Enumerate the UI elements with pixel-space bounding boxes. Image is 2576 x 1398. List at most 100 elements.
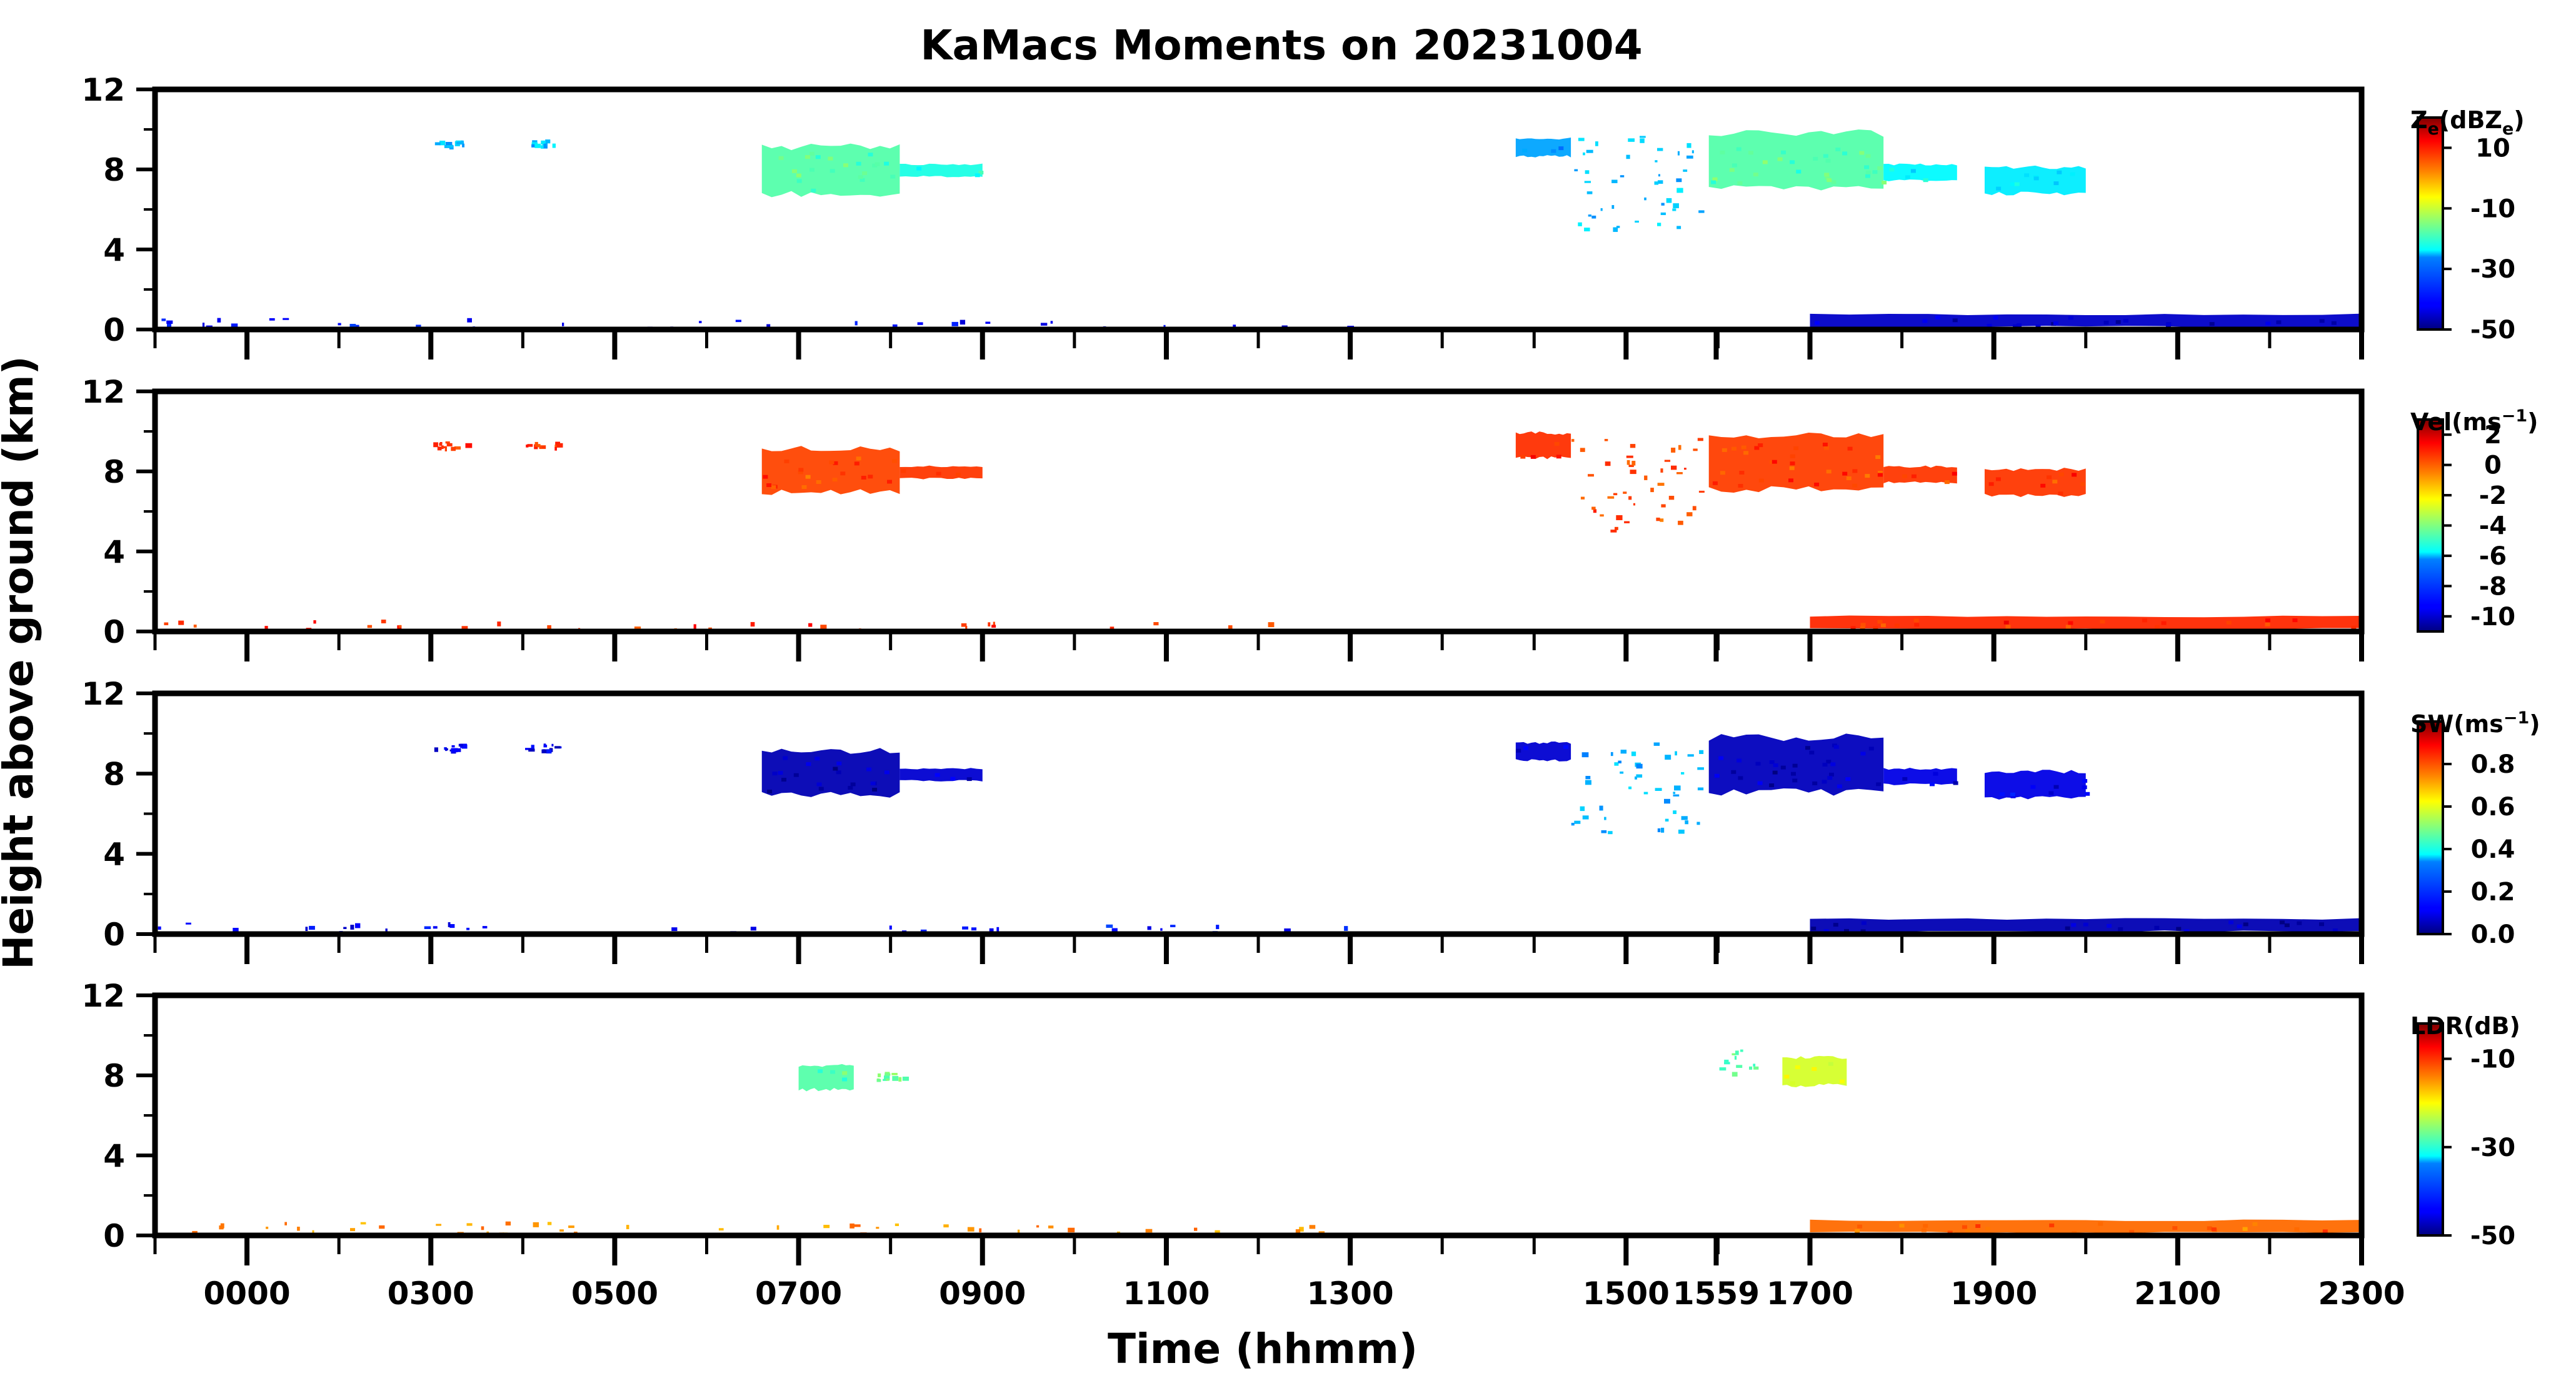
- panel-ldr: 0 4 8 12 0000 0300 0500 0700 0900 1100 1300 1500 155…: [81, 978, 2520, 1312]
- colorbar-tick-label: -50: [2470, 1222, 2515, 1250]
- y-tick-label: 8: [103, 1058, 125, 1094]
- echo-feature: [1708, 733, 1884, 796]
- echo-feature: [1574, 136, 1705, 232]
- echo-feature: [1984, 468, 2086, 497]
- echo-feature: [798, 1064, 854, 1092]
- x-tick-label: 0700: [755, 1275, 842, 1312]
- colorbar-tick-label: -10: [2470, 1045, 2515, 1074]
- echo-feature: [1708, 432, 1884, 493]
- echo-feature: [433, 441, 473, 451]
- y-tick-label: 12: [81, 374, 125, 410]
- echo-feature: [1984, 165, 2086, 196]
- colorbar-tick-label: -2: [2479, 481, 2507, 510]
- y-tick-label: 4: [103, 837, 125, 873]
- echo-feature: [1515, 742, 1571, 762]
- echo-feature: [900, 163, 984, 178]
- colorbar-tick-label: -30: [2470, 255, 2515, 284]
- colorbar-label: Vel(ms−1): [2410, 406, 2538, 436]
- y-tick-label: 0: [103, 312, 125, 348]
- x-tick-label: 0300: [388, 1275, 474, 1312]
- echo-feature: [761, 748, 900, 798]
- y-tick-label: 12: [81, 676, 125, 712]
- colorbar-label: LDR(dB): [2410, 1012, 2520, 1040]
- echo-feature: [1719, 1049, 1759, 1077]
- x-tick-label: 1100: [1123, 1275, 1210, 1312]
- y-tick-label: 4: [103, 1138, 125, 1174]
- echo-feature: [761, 446, 900, 495]
- panels: 0481210-10-30-50Ze(dBZe)0481220-2-4-6-8-…: [81, 72, 2540, 1312]
- echo-feature: [525, 743, 562, 754]
- colorbar: [2417, 720, 2444, 935]
- plot-frame: [152, 388, 2365, 635]
- echo-feature: [434, 743, 468, 754]
- y-tick-label: 0: [103, 614, 125, 650]
- x-tick-label: 1700: [1767, 1275, 1853, 1312]
- x-tick-label: 1500: [1583, 1275, 1670, 1312]
- plot-frame: [152, 86, 2365, 333]
- y-tick-label: 0: [103, 917, 125, 953]
- colorbar-label: Ze(dBZe): [2410, 106, 2525, 139]
- echo-feature: [1810, 918, 2362, 933]
- colorbar-tick-label: -6: [2479, 542, 2507, 571]
- colorbar-label: SW(ms−1): [2410, 708, 2540, 738]
- echo-feature: [1708, 129, 1887, 191]
- echo-feature: [1883, 767, 1958, 787]
- echo-feature: [1515, 431, 1571, 460]
- colorbar-tick-label: 0.6: [2471, 793, 2515, 822]
- echo-feature: [1571, 438, 1705, 533]
- echo-feature: [1810, 1219, 2362, 1235]
- colorbar: [2417, 116, 2444, 331]
- colorbar-tick-label: -50: [2470, 316, 2515, 344]
- colorbar-tick-label: 0.4: [2471, 835, 2515, 864]
- colorbar-tick-label: -4: [2479, 512, 2507, 541]
- colorbar-tick-label: 10: [2475, 134, 2510, 163]
- panel-sw: 0 4 8 12 0.8 0.6 0.4 0.2 0.0 SW(ms−1): [81, 676, 2540, 964]
- echo-feature: [1883, 465, 1957, 485]
- colorbar-tick-label: 0.0: [2471, 920, 2515, 949]
- echo-feature: [1883, 163, 1957, 183]
- y-tick-label: 0: [103, 1218, 125, 1254]
- echo-feature: [1571, 742, 1704, 835]
- plot-frame: [152, 690, 2365, 937]
- x-tick-label: 0900: [939, 1275, 1026, 1312]
- x-tick-label: 2100: [2134, 1275, 2221, 1312]
- y-tick-label: 8: [103, 454, 125, 490]
- colorbar-tick-label: -10: [2470, 194, 2515, 223]
- echo-feature: [1782, 1055, 1847, 1088]
- echo-feature: [900, 465, 983, 480]
- y-tick-label: 12: [81, 72, 125, 108]
- colorbar-tick-label: -30: [2470, 1134, 2515, 1162]
- echo-feature: [1810, 313, 2362, 329]
- plot-frame: [152, 992, 2365, 1239]
- x-tick-label: 2300: [2318, 1275, 2405, 1312]
- figure-title: KaMacs Moments on 20231004: [920, 21, 1642, 69]
- y-tick-label: 4: [103, 534, 125, 570]
- echo-feature: [1984, 770, 2090, 800]
- colorbar: [2417, 1022, 2444, 1237]
- y-tick-label: 8: [103, 756, 125, 792]
- echo-feature: [526, 441, 563, 451]
- colorbar-tick-label: 2: [2484, 421, 2502, 450]
- echo-feature: [1515, 137, 1571, 158]
- colorbar-tick-label: 0: [2484, 451, 2502, 480]
- echo-feature: [1810, 615, 2362, 630]
- y-tick-label: 8: [103, 152, 125, 188]
- x-tick-label: 0500: [571, 1275, 658, 1312]
- colorbar: [2417, 418, 2444, 633]
- panel-ze: 0 4 8 12 10 -10 -30 -50 Ze(dBZe): [81, 72, 2525, 360]
- colorbar-tick-label: 0.8: [2471, 750, 2515, 779]
- x-tick-label: 1900: [1950, 1275, 2037, 1312]
- x-tick-label: 1300: [1306, 1275, 1393, 1312]
- echo-feature: [876, 1072, 910, 1082]
- y-tick-label: 12: [81, 978, 125, 1014]
- y-axis-label: Height above ground (km): [0, 356, 43, 970]
- echo-feature: [900, 768, 983, 782]
- colorbar-tick-label: -8: [2479, 572, 2507, 601]
- colorbar-tick-label: -10: [2470, 603, 2515, 631]
- colorbar-tick-label: 0.2: [2471, 878, 2515, 907]
- x-tick-label: 1559: [1673, 1275, 1760, 1312]
- x-tick-label: 0000: [203, 1275, 290, 1312]
- y-tick-label: 4: [103, 232, 125, 268]
